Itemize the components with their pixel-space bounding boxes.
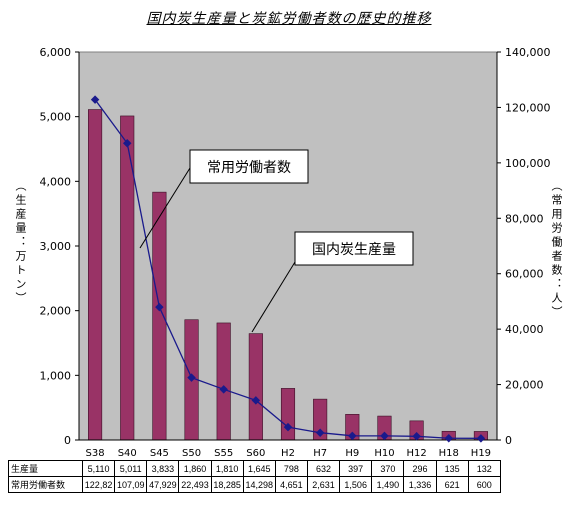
category-label: H2 xyxy=(281,448,295,459)
bar-series xyxy=(79,109,497,441)
table-cell: 132 xyxy=(467,460,501,477)
callout-text: 常用労働者数 xyxy=(207,160,291,176)
table-cell: 397 xyxy=(339,460,373,477)
line-point xyxy=(283,422,293,432)
table-row: 常用労働者数 122,82 107,09 47,929 22,493 18,285 14,2… xyxy=(8,476,501,493)
table-cell: 1,490 xyxy=(371,476,405,493)
left-tick-label: 0 xyxy=(64,434,71,447)
table-cell: 5,011 xyxy=(114,460,148,477)
line-point xyxy=(348,431,357,441)
callout-leader xyxy=(139,167,191,249)
category-label: S50 xyxy=(182,448,201,459)
data-table: 生産量 5,110 5,011 3,833 1,860 1,810 1,645 798 632 3… xyxy=(8,460,501,493)
bar xyxy=(216,322,231,441)
right-tick-label: 140,000 xyxy=(505,46,551,59)
category-label: H10 xyxy=(374,448,394,459)
line-point xyxy=(380,431,389,441)
table-cell: 370 xyxy=(371,460,405,477)
table-row-header: 常用労働者数 xyxy=(8,476,83,493)
table-cell: 1,860 xyxy=(178,460,212,477)
line-point xyxy=(251,396,261,405)
table-cell: 621 xyxy=(435,476,469,493)
table-cell: 22,493 xyxy=(178,476,212,493)
table-cell: 632 xyxy=(306,460,341,477)
category-label: H12 xyxy=(406,448,426,459)
line-point xyxy=(412,432,421,441)
category-label: S40 xyxy=(118,448,137,459)
bar xyxy=(88,109,103,441)
left-tick-label: 3,000 xyxy=(40,240,72,253)
left-axis-label: （生産量：万トン） xyxy=(14,180,27,306)
category-label: H18 xyxy=(439,448,459,459)
table-cell: 3,833 xyxy=(146,460,180,477)
left-axis-ticks: 0 1,000 2,000 3,000 4,000 5,000 6,000 xyxy=(40,46,80,447)
right-axis-label: （常用労働者数：人） xyxy=(550,180,563,320)
line-point xyxy=(219,385,228,394)
table-cell: 135 xyxy=(435,460,469,477)
callout-text: 国内炭生産量 xyxy=(312,242,396,258)
left-tick-label: 5,000 xyxy=(40,111,72,124)
table-cell: 107,09 xyxy=(114,476,148,493)
table-cell: 798 xyxy=(274,460,308,477)
line-point xyxy=(90,95,100,104)
table-cell: 47,929 xyxy=(146,476,180,493)
category-label: H19 xyxy=(471,448,491,459)
callout-box xyxy=(189,149,309,184)
table-cell: 5,110 xyxy=(81,460,116,477)
category-label: S45 xyxy=(150,448,169,459)
table-row-header: 生産量 xyxy=(8,460,83,477)
left-tick-label: 4,000 xyxy=(40,175,72,188)
line-point xyxy=(122,138,132,148)
table-cell: 1,336 xyxy=(403,476,437,493)
callout-box xyxy=(294,231,414,266)
bar xyxy=(280,388,296,441)
left-tick-label: 2,000 xyxy=(40,305,72,318)
line-point xyxy=(315,428,325,437)
table-cell: 2,631 xyxy=(306,476,341,493)
table-cell: 1,506 xyxy=(339,476,373,493)
bar xyxy=(248,333,263,441)
line-point xyxy=(444,434,454,443)
line-point xyxy=(187,373,196,382)
category-label: S60 xyxy=(246,448,265,459)
table-cell: 600 xyxy=(467,476,501,493)
right-tick-label: 100,000 xyxy=(505,157,551,170)
callout-leader xyxy=(251,261,296,333)
category-label: H7 xyxy=(313,448,327,459)
table-cell: 1,810 xyxy=(210,460,244,477)
right-tick-label: 120,000 xyxy=(505,101,551,114)
category-label: S55 xyxy=(214,448,233,459)
chart-area: 0 1,000 2,000 3,000 4,000 5,000 6,000 0 20,000 4… xyxy=(40,46,551,459)
right-tick-label: 60,000 xyxy=(505,268,544,281)
left-tick-label: 6,000 xyxy=(40,46,72,59)
line-point xyxy=(155,302,164,312)
table-row: 生産量 5,110 5,011 3,833 1,860 1,810 1,645 798 632 3… xyxy=(8,460,501,477)
category-label: H9 xyxy=(345,448,359,459)
right-tick-label: 80,000 xyxy=(505,212,544,225)
right-tick-label: 20,000 xyxy=(505,379,544,392)
table-cell: 296 xyxy=(403,460,437,477)
table-cell: 122,82 xyxy=(81,476,116,493)
line-point xyxy=(476,434,486,443)
category-label: S38 xyxy=(86,448,105,459)
category-labels: S38 S40 S45 S50 S55 S60 H2 H7 H9 H10 H12 H18 H19 xyxy=(86,448,492,459)
table-cell: 4,651 xyxy=(274,476,308,493)
right-tick-label: 40,000 xyxy=(505,323,544,336)
table-cell: 1,645 xyxy=(242,460,276,477)
left-tick-label: 1,000 xyxy=(40,369,72,382)
chart-title: 国内炭生産量と炭鉱労働者数の歴史的推移 xyxy=(146,11,432,27)
right-axis-ticks: 0 20,000 40,000 60,000 80,000 100,000 120,000 1… xyxy=(496,46,551,447)
line-series xyxy=(90,95,486,443)
right-tick-label: 0 xyxy=(505,434,512,447)
table-cell: 18,285 xyxy=(210,476,244,493)
plot-background xyxy=(78,51,498,441)
table-cell: 14,298 xyxy=(242,476,276,493)
